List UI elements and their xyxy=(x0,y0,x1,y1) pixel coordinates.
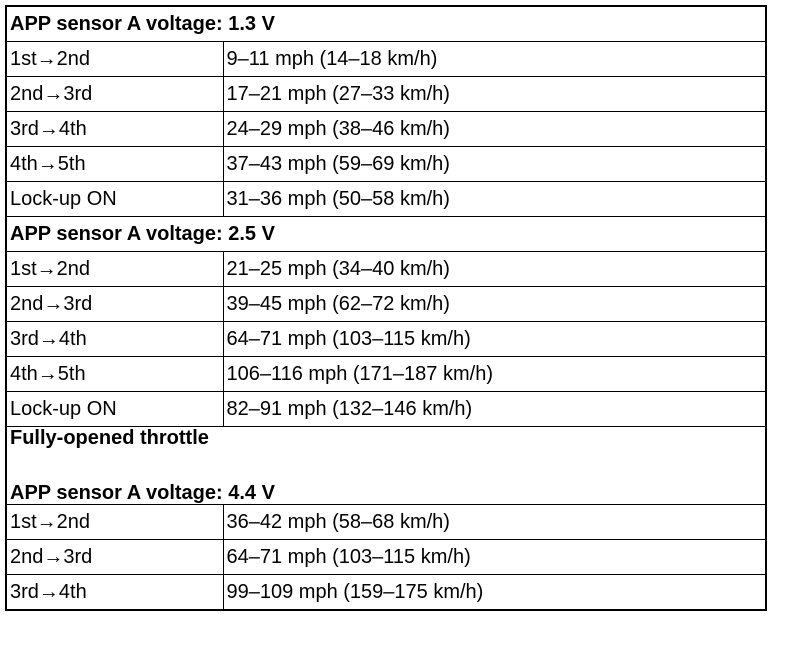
document: APP sensor A voltage: 1.3 V 1st→2nd 9–11 m… xyxy=(5,5,767,611)
table-row: 3rd→4th 99–109 mph (159–175 km/h) xyxy=(5,574,767,611)
shift-cell: 3rd→4th xyxy=(5,321,224,357)
shift-cell: Lock-up ON xyxy=(5,181,224,217)
shift-cell: Lock-up ON xyxy=(5,391,224,427)
speed-cell: 31–36 mph (50–58 km/h) xyxy=(222,181,767,217)
table-row: Lock-up ON 31–36 mph (50–58 km/h) xyxy=(5,181,767,217)
speed-cell: 24–29 mph (38–46 km/h) xyxy=(222,111,767,147)
section-heading-row: APP sensor A voltage: 2.5 V xyxy=(5,216,767,252)
shift-cell: 2nd→3rd xyxy=(5,76,224,112)
heading-line: APP sensor A voltage: 4.4 V xyxy=(10,482,275,504)
table-body: APP sensor A voltage: 1.3 V 1st→2nd 9–11 m… xyxy=(5,5,767,611)
table-row: 3rd→4th 24–29 mph (38–46 km/h) xyxy=(5,111,767,147)
section-heading: APP sensor A voltage: 1.3 V xyxy=(5,5,767,42)
speed-cell: 9–11 mph (14–18 km/h) xyxy=(222,41,767,77)
heading-line: APP sensor A voltage: 1.3 V xyxy=(10,13,275,35)
heading-line: APP sensor A voltage: 2.5 V xyxy=(10,223,275,245)
speed-cell: 36–42 mph (58–68 km/h) xyxy=(222,504,767,540)
table-row: Lock-up ON 82–91 mph (132–146 km/h) xyxy=(5,391,767,427)
shift-cell: 4th→5th xyxy=(5,146,224,182)
heading-line: Fully-opened throttle xyxy=(10,427,209,449)
speed-cell: 106–116 mph (171–187 km/h) xyxy=(222,356,767,392)
shift-cell: 3rd→4th xyxy=(5,574,224,611)
shift-cell: 2nd→3rd xyxy=(5,539,224,575)
table-row: 2nd→3rd 64–71 mph (103–115 km/h) xyxy=(5,539,767,575)
section-heading: APP sensor A voltage: 2.5 V xyxy=(5,216,767,252)
speed-cell: 17–21 mph (27–33 km/h) xyxy=(222,76,767,112)
speed-cell: 64–71 mph (103–115 km/h) xyxy=(222,539,767,575)
table-row: 3rd→4th 64–71 mph (103–115 km/h) xyxy=(5,321,767,357)
speed-cell: 82–91 mph (132–146 km/h) xyxy=(222,391,767,427)
speed-cell: 39–45 mph (62–72 km/h) xyxy=(222,286,767,322)
shift-cell: 4th→5th xyxy=(5,356,224,392)
table-row: 4th→5th 106–116 mph (171–187 km/h) xyxy=(5,356,767,392)
shift-cell: 3rd→4th xyxy=(5,111,224,147)
speed-cell: 37–43 mph (59–69 km/h) xyxy=(222,146,767,182)
shift-cell: 2nd→3rd xyxy=(5,286,224,322)
section-heading-row: Fully-opened throttle APP sensor A voltag… xyxy=(5,426,767,505)
table-row: 4th→5th 37–43 mph (59–69 km/h) xyxy=(5,146,767,182)
table-row: 2nd→3rd 17–21 mph (27–33 km/h) xyxy=(5,76,767,112)
section-heading-row: APP sensor A voltage: 1.3 V xyxy=(5,5,767,42)
table-row: 2nd→3rd 39–45 mph (62–72 km/h) xyxy=(5,286,767,322)
table-row: 1st→2nd 9–11 mph (14–18 km/h) xyxy=(5,41,767,77)
speed-cell: 64–71 mph (103–115 km/h) xyxy=(222,321,767,357)
table-row: 1st→2nd 21–25 mph (34–40 km/h) xyxy=(5,251,767,287)
shift-cell: 1st→2nd xyxy=(5,251,224,287)
table-row: 1st→2nd 36–42 mph (58–68 km/h) xyxy=(5,504,767,540)
speed-cell: 99–109 mph (159–175 km/h) xyxy=(222,574,767,611)
shift-cell: 1st→2nd xyxy=(5,504,224,540)
speed-cell: 21–25 mph (34–40 km/h) xyxy=(222,251,767,287)
shift-table: APP sensor A voltage: 1.3 V 1st→2nd 9–11 m… xyxy=(5,5,767,611)
section-heading: Fully-opened throttle APP sensor A voltag… xyxy=(5,426,767,505)
shift-cell: 1st→2nd xyxy=(5,41,224,77)
